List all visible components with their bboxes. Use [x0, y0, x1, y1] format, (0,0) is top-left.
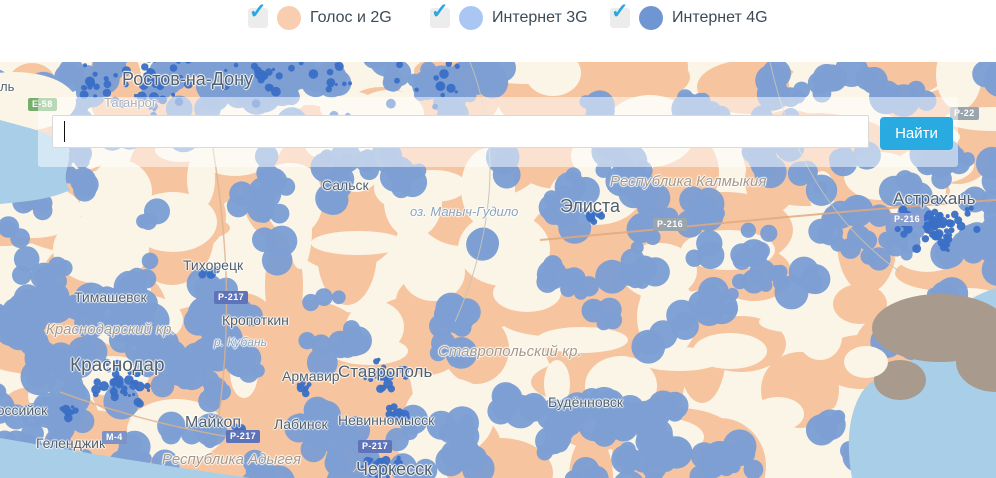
road-badge: Р-217 — [226, 430, 261, 443]
map-label-city: Невинномысск — [338, 412, 435, 428]
legend-label-internet-3g[interactable]: Интернет 3G — [492, 9, 588, 26]
map-label-city: Тимашевск — [74, 289, 147, 305]
check-icon: ✓ — [431, 0, 449, 23]
map-label-city: Ставрополь — [338, 362, 433, 381]
legend-item-internet-3g[interactable]: ✓ Интернет 3G — [430, 1, 588, 30]
map-label-city: Будённовск — [548, 394, 624, 410]
map-label-city: Геленджик — [36, 435, 106, 451]
road-badge: Р-217 — [358, 440, 393, 453]
checkbox-internet-3g[interactable]: ✓ — [430, 1, 450, 28]
text-caret — [64, 121, 65, 142]
legend-bar: ✓ Голос и 2G ✓ Интернет 3G ✓ Интернет 4G — [0, 0, 996, 62]
legend-item-internet-4g[interactable]: ✓ Интернет 4G — [610, 1, 768, 30]
map-label-city: Элиста — [560, 196, 620, 216]
check-icon: ✓ — [249, 0, 267, 23]
road-badge: Р-217 — [214, 291, 249, 304]
check-icon: ✓ — [611, 0, 629, 23]
coverage-layers — [0, 62, 996, 478]
map-label-city: Ростов-на-Дону — [122, 69, 254, 89]
map-label-city: Сальск — [322, 177, 369, 193]
coverage-map[interactable]: Ростов-на-ДонуТаганрогльСальскЭлистаАстр… — [0, 62, 996, 478]
map-label-city: Кропоткин — [222, 312, 289, 328]
map-label-city: ль — [0, 79, 15, 94]
map-label-region: Краснодарский кр. — [46, 321, 176, 338]
legend-label-voice-2g[interactable]: Голос и 2G — [310, 9, 392, 26]
checkbox-voice-2g[interactable]: ✓ — [248, 1, 268, 28]
road-badge: М-4 — [102, 431, 127, 444]
map-label-city: Астрахань — [893, 189, 976, 208]
coverage-4g-swatch — [639, 6, 663, 30]
map-label-city: Тихорецк — [183, 257, 244, 273]
map-label-water: р. Кубань — [214, 335, 267, 349]
legend-label-internet-4g[interactable]: Интернет 4G — [672, 9, 768, 26]
map-label-region: Республика Калмыкия — [610, 173, 767, 190]
map-label-city: Черкесск — [356, 459, 432, 478]
map-label-city: Лабинск — [274, 416, 328, 432]
map-search-input[interactable] — [52, 115, 869, 148]
map-label-city: Краснодар — [70, 355, 165, 376]
map-label-region: Ставропольский кр. — [438, 343, 582, 360]
map-label-city: Армавир — [282, 368, 340, 384]
map-label-city: Майкоп — [185, 414, 242, 431]
coverage-3g-swatch — [459, 6, 483, 30]
search-button[interactable]: Найти — [880, 117, 953, 150]
legend-item-voice-2g[interactable]: ✓ Голос и 2G — [248, 1, 392, 30]
road-badge: Р-216 — [890, 213, 925, 226]
checkbox-internet-4g[interactable]: ✓ — [610, 1, 630, 28]
road-badge: Р-216 — [653, 218, 688, 231]
map-label-city: Новороссийск — [0, 402, 48, 418]
coverage-2g-swatch — [277, 6, 301, 30]
map-label-region: Республика Адыгея — [162, 451, 302, 468]
map-label-water: оз. Маныч-Гудило — [410, 204, 519, 219]
